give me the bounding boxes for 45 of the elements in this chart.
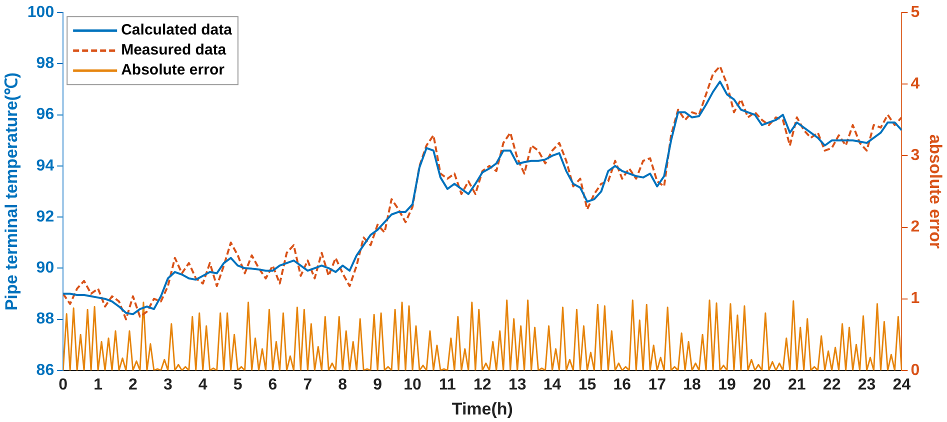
y-tick-label: 92 <box>36 208 54 226</box>
x-tick-label: 3 <box>163 376 172 394</box>
x-tick-label: 9 <box>373 376 382 394</box>
y-tick-label: 88 <box>36 310 54 328</box>
y2-axis-title: absolute error <box>926 134 946 250</box>
x-tick-label: 5 <box>233 376 242 394</box>
x-tick-label: 2 <box>128 376 138 394</box>
legend-label: Measured data <box>121 42 227 59</box>
x-tick-label: 1 <box>94 376 103 394</box>
x-tick-label: 12 <box>474 376 492 394</box>
x-tick-label: 14 <box>543 376 562 394</box>
x-tick-label: 11 <box>438 376 456 394</box>
y-tick-label: 96 <box>36 106 54 124</box>
y-tick-label: 86 <box>36 362 54 379</box>
x-tick-label: 13 <box>508 376 526 394</box>
x-tick-label: 21 <box>788 376 806 394</box>
y-tick-label: 94 <box>36 157 54 174</box>
y-tick-label: 90 <box>36 260 54 277</box>
x-tick-label: 0 <box>58 376 68 394</box>
x-tick-label: 6 <box>268 376 278 394</box>
legend-label: Calculated data <box>121 22 233 39</box>
y-axis-title: Pipe terminal temperature(℃) <box>2 72 21 311</box>
x-tick-label: 18 <box>683 376 702 394</box>
x-tick-label: 22 <box>822 376 841 394</box>
y2-tick-label: 4 <box>910 76 920 93</box>
y-tick-label: 100 <box>27 4 54 22</box>
y2-tick-label: 1 <box>910 290 920 308</box>
x-tick-label: 10 <box>404 376 422 394</box>
x-tick-label: 20 <box>753 376 771 394</box>
x-tick-label: 23 <box>858 376 876 394</box>
y2-tick-label: 0 <box>910 362 920 379</box>
x-tick-label: 15 <box>578 376 596 394</box>
x-tick-label: 8 <box>338 376 348 394</box>
y-tick-label: 98 <box>36 55 54 72</box>
x-axis-title: Time(h) <box>452 399 513 418</box>
x-tick-label: 17 <box>648 376 666 394</box>
x-tick-label: 16 <box>613 376 632 394</box>
legend-label: Absolute error <box>121 62 225 79</box>
y2-tick-label: 2 <box>910 218 920 236</box>
x-tick-label: 24 <box>892 376 911 394</box>
y2-tick-label: 3 <box>910 147 920 164</box>
x-tick-label: 19 <box>718 376 736 394</box>
y2-tick-label: 5 <box>910 4 920 22</box>
x-tick-label: 7 <box>303 376 312 394</box>
x-tick-label: 4 <box>198 376 208 394</box>
